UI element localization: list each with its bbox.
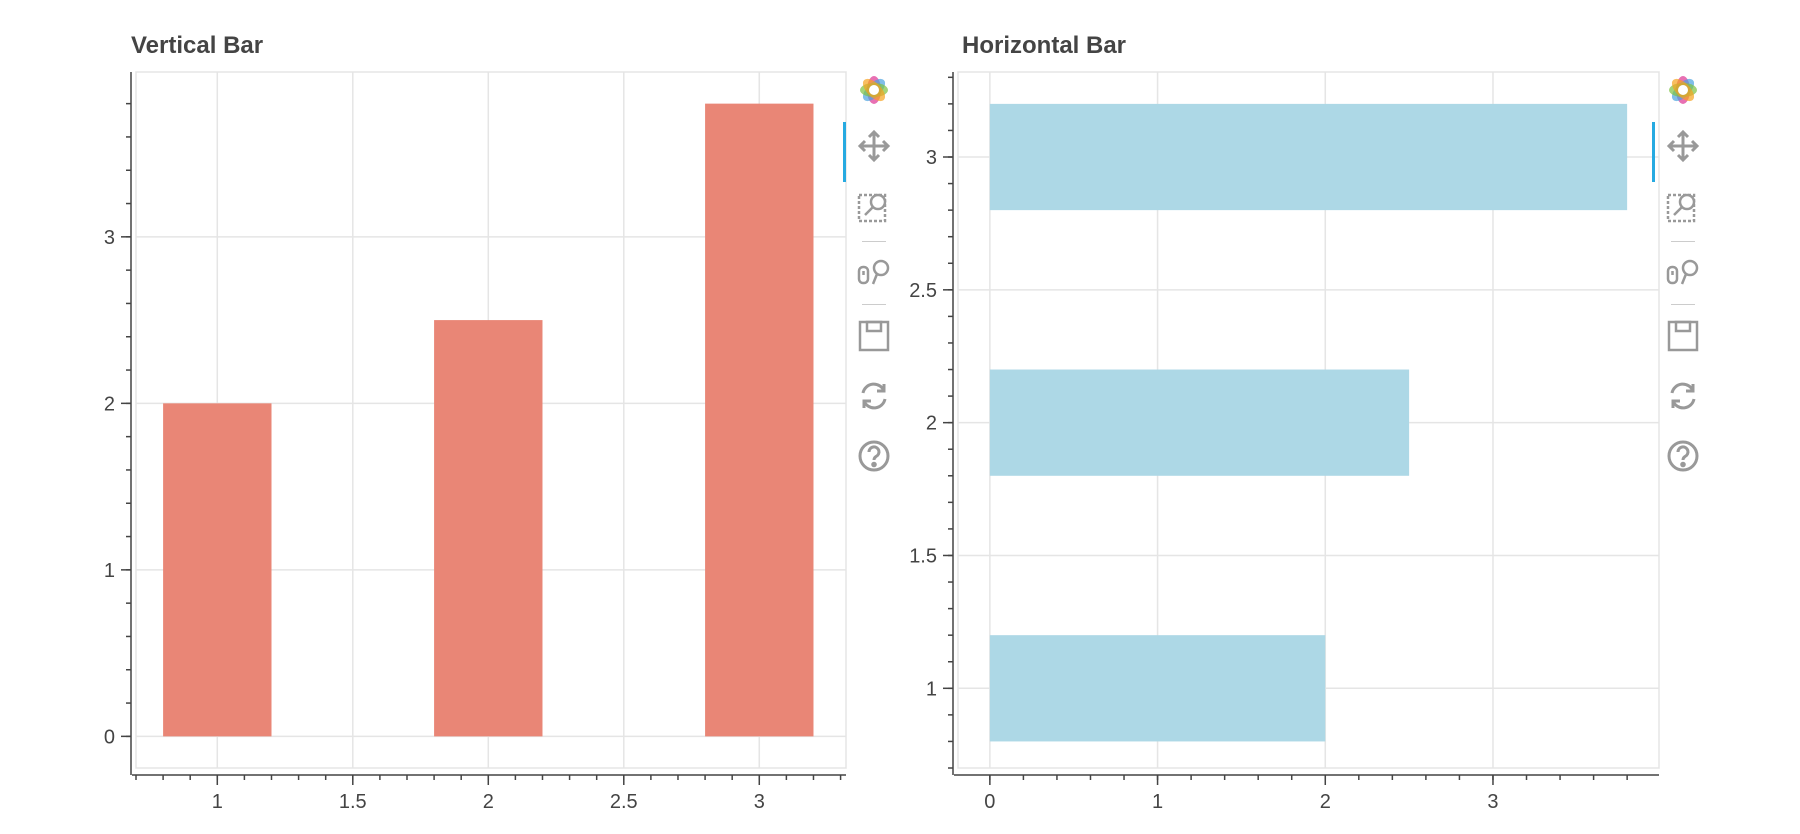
toolbar-divider: [862, 241, 886, 242]
x-tick-label: 2: [1320, 791, 1331, 813]
y-tick-label: 1: [926, 678, 937, 700]
box-zoom-icon[interactable]: [846, 182, 902, 230]
save-icon[interactable]: [1655, 312, 1711, 360]
wheel-zoom-icon[interactable]: [846, 250, 902, 298]
horizontal-bar-chart[interactable]: 0 1 2 3 1 1.5 2 2.5 3: [900, 0, 1800, 834]
y-tick-label: 3: [104, 227, 115, 249]
y-tick-label: 3: [926, 147, 937, 169]
reset-icon[interactable]: [846, 372, 902, 420]
x-tick-label: 3: [1487, 791, 1498, 813]
y-tick-label: 1: [104, 560, 115, 582]
toolbar: [843, 60, 902, 490]
pan-icon[interactable]: [843, 122, 902, 182]
bar: [989, 369, 1410, 476]
vertical-bar-plot: Vertical Bar 1 1.5 2 2.5 3 0 1 2 3: [0, 0, 902, 834]
y-tick-label: 2: [926, 413, 937, 435]
y-tick-label: 2: [104, 393, 115, 415]
toolbar-divider: [1671, 304, 1695, 305]
y-tick-label: 1.5: [909, 545, 937, 567]
vertical-bar-chart[interactable]: 1 1.5 2 2.5 3 0 1 2 3: [0, 0, 900, 834]
pan-icon[interactable]: [1652, 122, 1711, 182]
bar: [989, 103, 1628, 211]
help-icon[interactable]: [846, 432, 902, 480]
horizontal-bar-plot: Horizontal Bar 0 1 2 3 1 1.5 2 2.5 3: [900, 0, 1800, 834]
toolbar-divider: [1671, 241, 1695, 242]
y-tick-label: 0: [104, 726, 115, 748]
plot-frame: [135, 71, 847, 769]
bar: [989, 635, 1326, 742]
x-tick-label: 2.5: [610, 791, 638, 813]
x-tick-label: 1: [1152, 791, 1163, 813]
toolbar-divider: [862, 304, 886, 305]
save-icon[interactable]: [846, 312, 902, 360]
bokeh-logo-icon[interactable]: [1655, 66, 1711, 114]
bar: [434, 320, 543, 737]
chart-title: Horizontal Bar: [962, 32, 1127, 59]
box-zoom-icon[interactable]: [1655, 182, 1711, 230]
wheel-zoom-icon[interactable]: [1655, 250, 1711, 298]
help-icon[interactable]: [1655, 432, 1711, 480]
x-tick-label: 3: [754, 791, 765, 813]
x-tick-label: 2: [483, 791, 494, 813]
bokeh-logo-icon[interactable]: [846, 66, 902, 114]
y-tick-label: 2.5: [909, 280, 937, 302]
x-tick-label: 0: [984, 791, 995, 813]
reset-icon[interactable]: [1655, 372, 1711, 420]
chart-title: Vertical Bar: [131, 32, 264, 59]
plot-frame: [957, 71, 1660, 769]
x-tick-label: 1: [212, 791, 223, 813]
bar: [705, 103, 814, 737]
bar: [163, 403, 272, 737]
x-tick-label: 1.5: [339, 791, 367, 813]
toolbar: [1652, 60, 1711, 490]
